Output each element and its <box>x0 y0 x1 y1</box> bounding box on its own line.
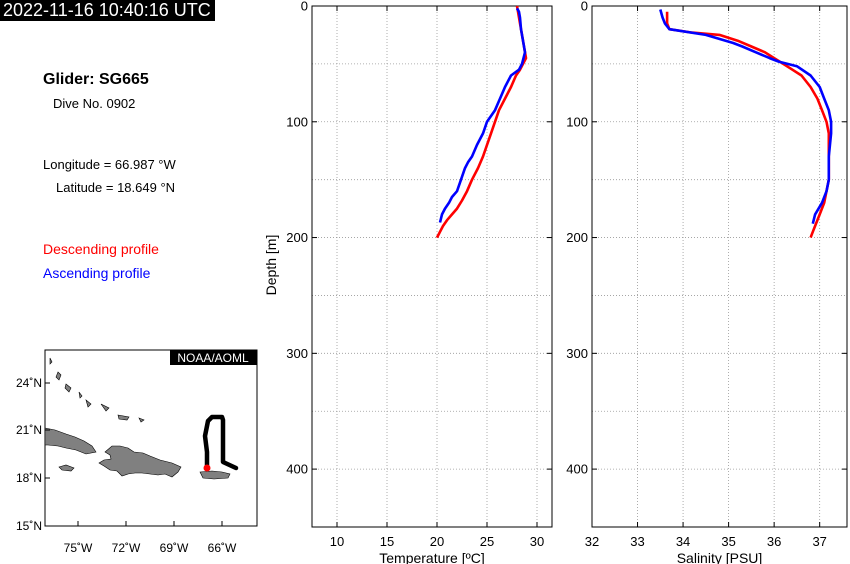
legend-descending: Descending profile <box>43 241 159 257</box>
longitude-label: Longitude = 66.987 °W <box>43 157 176 172</box>
bahamas-island <box>85 399 92 408</box>
map-lon-tick: 66˚W <box>208 541 237 555</box>
depth-tick-label: 200 <box>286 230 308 245</box>
temperature-tick-label: 10 <box>330 534 344 549</box>
salinity-tick-label: 36 <box>767 534 781 549</box>
bahamas-island <box>138 417 145 423</box>
depth-tick-label: 0 <box>581 0 588 14</box>
bahamas-island <box>117 414 130 421</box>
ascending-profile-line <box>659 9 833 225</box>
ascending-profile-line <box>438 7 527 223</box>
map-land <box>44 357 231 480</box>
map-lon-tick: 69˚W <box>160 541 189 555</box>
cuba-landmass <box>44 427 97 455</box>
location-map: NOAA/AOML 24˚N 21˚N 18˚N 15˚N 75˚W 72˚W … <box>16 349 258 555</box>
legend-ascending: Ascending profile <box>43 265 151 281</box>
descending-profile-line <box>665 11 831 239</box>
bahamas-island <box>49 357 53 365</box>
depth-tick-label: 100 <box>286 114 308 129</box>
temperature-tick-label: 20 <box>430 534 444 549</box>
map-lat-tick: 15˚N <box>16 519 42 533</box>
temperature-tick-label: 25 <box>480 534 494 549</box>
depth-tick-label: 400 <box>286 462 308 477</box>
dive-number-label: Dive No. 0902 <box>53 96 136 111</box>
salinity-tick-label: 33 <box>630 534 644 549</box>
salinity-panel: 32 33 34 35 36 37 0 100 200 300 400 Salinity [PSU] <box>566 0 848 564</box>
glider-title: Glider: SG665 <box>43 71 149 88</box>
depth-tick-label: 300 <box>566 346 588 361</box>
hispaniola-landmass <box>98 445 182 478</box>
salinity-tick-label: 35 <box>721 534 735 549</box>
depth-tick-label: 100 <box>566 114 588 129</box>
timestamp-label: 2022-11-16 10:40:16 UTC <box>0 0 215 21</box>
salinity-tick-label: 34 <box>676 534 690 549</box>
map-credit: NOAA/AOML <box>177 351 249 365</box>
salinity-axis-title: Salinity [PSU] <box>677 550 763 564</box>
glider-position-marker <box>203 464 211 472</box>
temperature-axis-title: Temperature [ºC] <box>379 550 485 564</box>
salinity-tick-label: 32 <box>585 534 599 549</box>
map-lon-tick: 72˚W <box>112 541 141 555</box>
jamaica-landmass <box>58 464 75 472</box>
map-lat-tick: 24˚N <box>16 376 42 390</box>
puerto-rico-landmass <box>199 470 231 480</box>
map-lon-tick: 75˚W <box>64 541 93 555</box>
latitude-label: Latitude = 18.649 °N <box>56 180 176 195</box>
map-lat-tick: 18˚N <box>16 471 42 485</box>
depth-tick-label: 300 <box>286 346 308 361</box>
bahamas-island <box>64 383 72 393</box>
depth-tick-label: 400 <box>566 462 588 477</box>
plot-frame <box>591 5 848 528</box>
glider-track <box>202 414 239 471</box>
salinity-tick-label: 37 <box>812 534 826 549</box>
temperature-tick-label: 30 <box>530 534 544 549</box>
depth-tick-label: 0 <box>301 0 308 14</box>
temperature-tick-label: 15 <box>380 534 394 549</box>
depth-tick-label: 200 <box>566 230 588 245</box>
bahamas-island <box>55 371 62 381</box>
plot-frame <box>311 5 553 528</box>
map-lat-tick: 21˚N <box>16 423 42 437</box>
bahamas-island <box>78 391 83 399</box>
bahamas-island <box>100 403 110 412</box>
depth-axis-title: Depth [m] <box>263 235 279 296</box>
